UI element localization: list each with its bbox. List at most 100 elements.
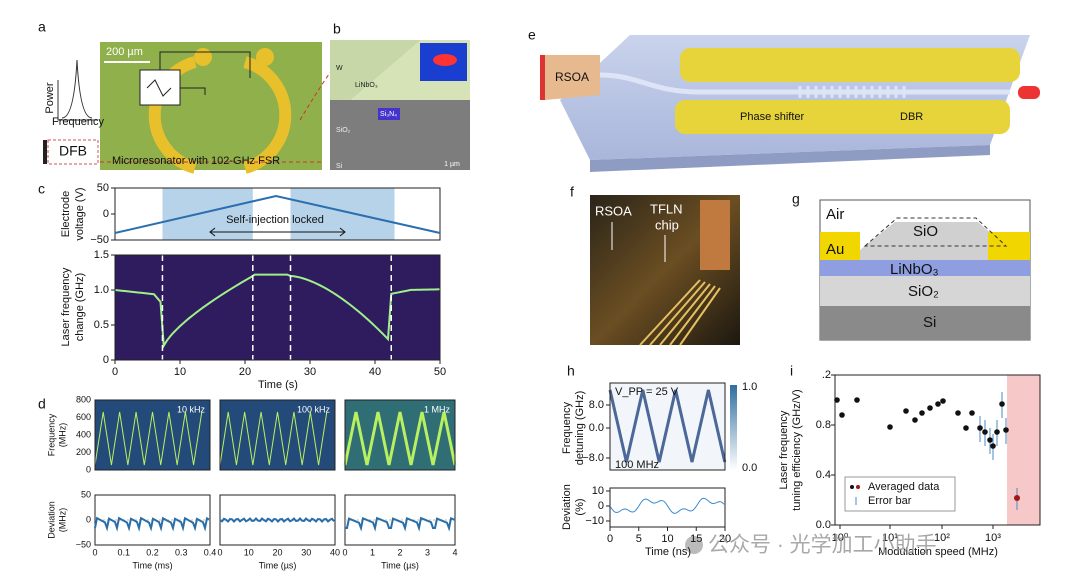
x-tick-label: 4 (452, 547, 457, 557)
outline (863, 217, 1008, 247)
axis-label: Time (ns) (645, 546, 691, 558)
x-tick-label: 10¹ (882, 532, 898, 544)
deviation (219, 517, 335, 523)
x-tick-label: 15 (690, 533, 702, 545)
grating (798, 86, 906, 98)
layer-label: Si (923, 314, 936, 331)
layer-label: SiO₂ (336, 127, 351, 134)
layer-label: Air (826, 206, 844, 223)
x-tick-label: 30 (304, 366, 316, 378)
legend-label: Averaged data (868, 481, 940, 493)
axis-label: Laser frequency (778, 410, 790, 489)
axis-label: Time (µs) (259, 560, 297, 570)
core (378, 108, 400, 120)
annotation: Self-injection locked (226, 214, 324, 226)
y-tick-label: 0.8 (816, 419, 831, 431)
x-tick-label: 20 (272, 547, 282, 557)
x-tick-label: 40 (369, 366, 381, 378)
panel-label: c (38, 181, 45, 197)
probe (700, 200, 730, 270)
data-point (887, 424, 893, 430)
data-point (927, 405, 933, 411)
layer-label: LiNbO₃ (890, 261, 939, 278)
x-tick-label: 10² (934, 532, 950, 544)
colorbar-label: 1.0 (742, 381, 757, 393)
pad (194, 48, 212, 66)
dfb-box (47, 139, 99, 165)
dbr-label: DBR (900, 111, 923, 123)
y-tick-label: 0.0 (816, 519, 831, 531)
data-point (969, 410, 975, 416)
deviation (345, 516, 456, 532)
waveguide (599, 72, 1010, 95)
data-point (903, 408, 909, 414)
layer-ln (820, 260, 1030, 276)
y-tick-label: 0.4 (816, 469, 831, 481)
y-tick-label: 0 (103, 208, 109, 220)
y-tick-label: 0 (598, 500, 604, 512)
chirp (343, 411, 457, 466)
axis-box (834, 374, 1041, 526)
x-tick-label: 2 (397, 547, 402, 557)
deviation (94, 516, 210, 532)
data-point (919, 410, 925, 416)
axis-label: Time (µs) (381, 560, 419, 570)
legend-marker (856, 485, 860, 489)
voltage-line (114, 194, 441, 234)
layer-label: Si₃N₄ (380, 111, 397, 118)
x-tick-label: 0 (342, 547, 347, 557)
axis-box (609, 487, 726, 528)
axis-label: Time (s) (258, 379, 298, 391)
axis-label: Frequency (46, 413, 56, 456)
scale-bar: 200 µm (106, 46, 143, 58)
watermark: 公众号 · 光学加工小助手 (708, 534, 937, 557)
panel-label: i (790, 363, 793, 379)
data-point (854, 397, 860, 403)
arrow (209, 227, 346, 237)
data-point (1014, 495, 1020, 501)
locked-region (290, 188, 395, 240)
x-tick-label: 1 (370, 547, 375, 557)
axis-box (114, 254, 441, 361)
axis-label: detuning (GHz) (574, 391, 586, 466)
chip-edge (590, 145, 990, 172)
y-tick-label: 1.0 (94, 284, 109, 296)
detuning-trace (608, 389, 727, 463)
data-point (955, 410, 961, 416)
scale-label: 1 µm (444, 161, 460, 168)
facet (43, 140, 47, 164)
x-tick-label: 0.2 (146, 547, 159, 557)
deviation (609, 497, 725, 514)
data-point (987, 437, 993, 443)
data-point (912, 417, 918, 423)
layer-label: Au (826, 241, 844, 258)
data-point (963, 425, 969, 431)
layer-label: LiNbO₃ (355, 82, 378, 89)
photo-label: chip (655, 217, 679, 232)
axis-label: Frequency (561, 402, 573, 454)
photo-label: RSOA (595, 203, 632, 218)
au (820, 232, 860, 260)
cladding (860, 222, 1010, 260)
y-tick-label: 0.5 (94, 319, 109, 331)
axis-box (344, 399, 456, 471)
panel-label: h (567, 363, 575, 379)
axis-label: Deviation (561, 484, 573, 530)
y-tick-label: 1.5 (94, 249, 109, 261)
annotation: 100 MHz (615, 459, 659, 471)
axis-label: Electrode (60, 191, 72, 237)
annotation: V_PP = 25 V (615, 386, 679, 398)
fibers (639, 279, 721, 346)
output-beam (1018, 86, 1040, 99)
source-icon (146, 79, 172, 97)
dfb-label: DFB (59, 143, 87, 159)
layer-w (330, 40, 420, 100)
frequency-trace (114, 273, 441, 349)
mode (433, 54, 457, 66)
colorbar-fade (730, 385, 737, 470)
data-point (1003, 427, 1009, 433)
axis-label: voltage (V) (74, 187, 86, 240)
data-point (839, 412, 845, 418)
x-tick-label: 10 (174, 366, 186, 378)
layer-si (820, 306, 1030, 340)
